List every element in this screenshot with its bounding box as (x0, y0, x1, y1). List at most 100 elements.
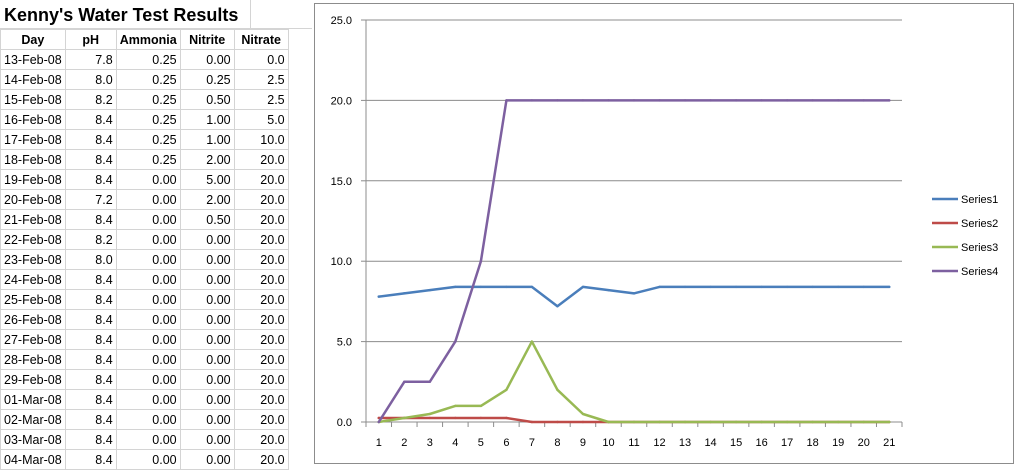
nitrite-cell[interactable]: 0.00 (179, 329, 235, 350)
nitrate-cell[interactable]: 20.0 (233, 389, 289, 410)
day-cell[interactable]: 18-Feb-08 (0, 149, 66, 170)
nitrate-cell[interactable]: 20.0 (233, 409, 289, 430)
ph-cell[interactable]: 8.4 (64, 109, 117, 130)
ammonia-cell[interactable]: 0.00 (115, 289, 181, 310)
nitrite-cell[interactable]: 0.00 (179, 309, 235, 330)
nitrite-cell[interactable]: 2.00 (179, 149, 235, 170)
ammonia-cell[interactable]: 0.00 (115, 449, 181, 470)
header-cell-nitrite[interactable]: Nitrite (179, 29, 235, 50)
header-cell-day[interactable]: Day (0, 29, 66, 50)
ammonia-cell[interactable]: 0.00 (115, 349, 181, 370)
nitrate-cell[interactable]: 2.5 (233, 69, 289, 90)
ph-cell[interactable]: 8.2 (64, 229, 117, 250)
nitrite-cell[interactable]: 0.00 (179, 409, 235, 430)
nitrate-cell[interactable]: 20.0 (233, 289, 289, 310)
day-cell[interactable]: 23-Feb-08 (0, 249, 66, 270)
day-cell[interactable]: 17-Feb-08 (0, 129, 66, 150)
ph-cell[interactable]: 8.4 (64, 389, 117, 410)
nitrite-cell[interactable]: 1.00 (179, 129, 235, 150)
day-cell[interactable]: 13-Feb-08 (0, 49, 66, 70)
ammonia-cell[interactable]: 0.00 (115, 209, 181, 230)
nitrite-cell[interactable]: 0.00 (179, 229, 235, 250)
ammonia-cell[interactable]: 0.00 (115, 309, 181, 330)
nitrite-cell[interactable]: 0.00 (179, 49, 235, 70)
nitrite-cell[interactable]: 0.00 (179, 289, 235, 310)
ph-cell[interactable]: 8.4 (64, 269, 117, 290)
nitrite-cell[interactable]: 1.00 (179, 109, 235, 130)
day-cell[interactable]: 04-Mar-08 (0, 449, 66, 470)
ammonia-cell[interactable]: 0.00 (115, 269, 181, 290)
header-cell-nitrate[interactable]: Nitrate (233, 29, 289, 50)
ammonia-cell[interactable]: 0.00 (115, 249, 181, 270)
nitrite-cell[interactable]: 0.00 (179, 269, 235, 290)
nitrate-cell[interactable]: 20.0 (233, 309, 289, 330)
nitrite-cell[interactable]: 0.25 (179, 69, 235, 90)
nitrate-cell[interactable]: 20.0 (233, 369, 289, 390)
nitrate-cell[interactable]: 20.0 (233, 349, 289, 370)
nitrite-cell[interactable]: 0.00 (179, 389, 235, 410)
ammonia-cell[interactable]: 0.00 (115, 189, 181, 210)
nitrite-cell[interactable]: 0.00 (179, 369, 235, 390)
nitrate-cell[interactable]: 20.0 (233, 149, 289, 170)
day-cell[interactable]: 19-Feb-08 (0, 169, 66, 190)
nitrate-cell[interactable]: 20.0 (233, 229, 289, 250)
day-cell[interactable]: 22-Feb-08 (0, 229, 66, 250)
ph-cell[interactable]: 7.8 (64, 49, 117, 70)
nitrate-cell[interactable]: 20.0 (233, 429, 289, 450)
day-cell[interactable]: 26-Feb-08 (0, 309, 66, 330)
ammonia-cell[interactable]: 0.00 (115, 409, 181, 430)
day-cell[interactable]: 14-Feb-08 (0, 69, 66, 90)
nitrite-cell[interactable]: 2.00 (179, 189, 235, 210)
ph-cell[interactable]: 8.4 (64, 369, 117, 390)
day-cell[interactable]: 25-Feb-08 (0, 289, 66, 310)
day-cell[interactable]: 16-Feb-08 (0, 109, 66, 130)
nitrate-cell[interactable]: 10.0 (233, 129, 289, 150)
ph-cell[interactable]: 8.4 (64, 349, 117, 370)
header-cell-ph[interactable]: pH (64, 29, 117, 50)
ph-cell[interactable]: 8.4 (64, 289, 117, 310)
ammonia-cell[interactable]: 0.00 (115, 229, 181, 250)
nitrite-cell[interactable]: 0.00 (179, 349, 235, 370)
day-cell[interactable]: 15-Feb-08 (0, 89, 66, 110)
ph-cell[interactable]: 8.4 (64, 449, 117, 470)
day-cell[interactable]: 20-Feb-08 (0, 189, 66, 210)
nitrite-cell[interactable]: 0.50 (179, 209, 235, 230)
day-cell[interactable]: 02-Mar-08 (0, 409, 66, 430)
nitrite-cell[interactable]: 0.00 (179, 429, 235, 450)
nitrate-cell[interactable]: 20.0 (233, 169, 289, 190)
ph-cell[interactable]: 8.4 (64, 149, 117, 170)
ph-cell[interactable]: 7.2 (64, 189, 117, 210)
ph-cell[interactable]: 8.4 (64, 329, 117, 350)
day-cell[interactable]: 29-Feb-08 (0, 369, 66, 390)
ammonia-cell[interactable]: 0.00 (115, 429, 181, 450)
nitrate-cell[interactable]: 2.5 (233, 89, 289, 110)
ph-cell[interactable]: 8.4 (64, 429, 117, 450)
ammonia-cell[interactable]: 0.25 (115, 89, 181, 110)
day-cell[interactable]: 21-Feb-08 (0, 209, 66, 230)
ph-cell[interactable]: 8.0 (64, 69, 117, 90)
line-chart[interactable]: 0.0 5.0 10.0 15.0 20.0 25.0 1 2 3 4 5 6 7 8 9 10 11 12 13 1… (314, 3, 1014, 464)
nitrite-cell[interactable]: 0.00 (179, 249, 235, 270)
ph-cell[interactable]: 8.4 (64, 209, 117, 230)
nitrite-cell[interactable]: 0.00 (179, 449, 235, 470)
ammonia-cell[interactable]: 0.25 (115, 109, 181, 130)
nitrate-cell[interactable]: 20.0 (233, 329, 289, 350)
nitrate-cell[interactable]: 20.0 (233, 449, 289, 470)
ammonia-cell[interactable]: 0.00 (115, 369, 181, 390)
ph-cell[interactable]: 8.4 (64, 169, 117, 190)
ph-cell[interactable]: 8.4 (64, 409, 117, 430)
ammonia-cell[interactable]: 0.25 (115, 129, 181, 150)
ph-cell[interactable]: 8.4 (64, 309, 117, 330)
ammonia-cell[interactable]: 0.25 (115, 149, 181, 170)
ammonia-cell[interactable]: 0.25 (115, 69, 181, 90)
ammonia-cell[interactable]: 0.00 (115, 389, 181, 410)
nitrate-cell[interactable]: 5.0 (233, 109, 289, 130)
nitrate-cell[interactable]: 0.0 (233, 49, 289, 70)
nitrite-cell[interactable]: 0.50 (179, 89, 235, 110)
header-cell-ammonia[interactable]: Ammonia (115, 29, 181, 50)
day-cell[interactable]: 01-Mar-08 (0, 389, 66, 410)
day-cell[interactable]: 24-Feb-08 (0, 269, 66, 290)
nitrate-cell[interactable]: 20.0 (233, 269, 289, 290)
nitrate-cell[interactable]: 20.0 (233, 249, 289, 270)
ammonia-cell[interactable]: 0.00 (115, 169, 181, 190)
